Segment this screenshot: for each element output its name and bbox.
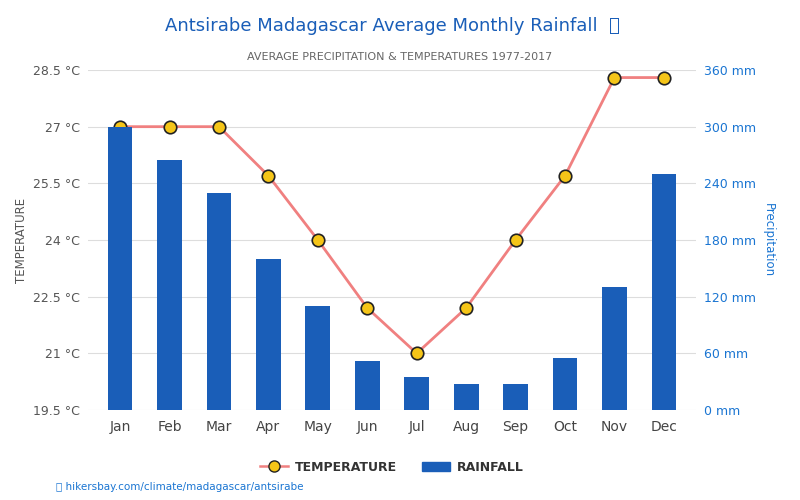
Bar: [355, 361, 380, 410]
Bar: [256, 259, 281, 410]
Y-axis label: Precipitation: Precipitation: [762, 203, 775, 277]
Title: Antsirabe Madagascar Average Monthly Rainfall  🌧: Antsirabe Madagascar Average Monthly Rai…: [165, 17, 619, 35]
Bar: [158, 160, 182, 410]
Bar: [454, 384, 478, 410]
Y-axis label: TEMPERATURE: TEMPERATURE: [15, 198, 28, 282]
Text: AVERAGE PRECIPITATION & TEMPERATURES 1977-2017: AVERAGE PRECIPITATION & TEMPERATURES 197…: [247, 52, 553, 62]
Text: 🔗 hikersbay.com/climate/madagascar/antsirabe: 🔗 hikersbay.com/climate/madagascar/antsi…: [56, 482, 303, 492]
Bar: [651, 174, 676, 410]
Bar: [404, 377, 429, 410]
Bar: [602, 287, 626, 410]
Bar: [553, 358, 578, 410]
Bar: [503, 384, 528, 410]
Legend: TEMPERATURE, RAINFALL: TEMPERATURE, RAINFALL: [255, 456, 529, 478]
Bar: [306, 306, 330, 410]
Bar: [108, 126, 133, 410]
Bar: [206, 193, 231, 410]
